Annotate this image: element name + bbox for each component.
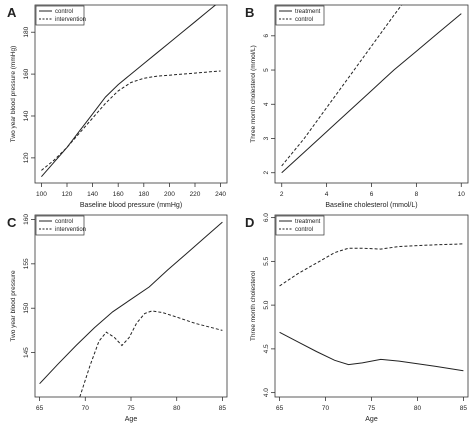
series-line-intervention <box>79 310 223 397</box>
y-tick-label: 155 <box>23 258 30 269</box>
series-line-control <box>39 221 223 385</box>
y-tick-label: 4 <box>263 102 270 106</box>
y-tick-label: 5 <box>263 68 270 72</box>
plot-frame <box>34 4 228 184</box>
panel-letter: A <box>7 5 17 20</box>
y-tick-label: 145 <box>23 347 30 358</box>
plot-frame <box>274 214 469 398</box>
legend-label-control: control <box>55 219 73 225</box>
panel-letter: D <box>245 215 254 230</box>
legend-label-control: control <box>295 17 313 23</box>
legend-label-treatment: treatment <box>295 9 321 15</box>
panel-d: D 65 70 75 80 85 4.0 4.5 5.0 5.5 6.0 Age Three month… <box>245 213 469 423</box>
y-tick-label: 4.0 <box>263 388 270 397</box>
y-axis-label: Two year blood pressure (mmHg) <box>10 46 17 142</box>
x-tick-label: 70 <box>82 405 90 412</box>
x-tick-label: 220 <box>190 191 201 198</box>
panel-a: A 100 120 140 160 180 200 220 240 120 140 160 180 Bas… <box>7 4 228 209</box>
legend-label-treatment: treatment <box>295 219 321 225</box>
x-axis-label: Baseline cholesterol (mmol/L) <box>325 202 417 209</box>
series-line-control <box>279 243 464 287</box>
plot-frame <box>34 214 228 398</box>
y-tick-label: 180 <box>23 26 30 37</box>
x-tick-label: 65 <box>276 405 284 412</box>
x-tick-label: 75 <box>368 405 376 412</box>
y-tick-label: 150 <box>23 302 30 313</box>
y-tick-label: 4.5 <box>263 344 270 353</box>
x-tick-label: 140 <box>87 191 98 198</box>
series-line-intervention <box>41 70 221 171</box>
x-tick-label: 100 <box>36 191 47 198</box>
x-tick-label: 85 <box>219 405 227 412</box>
x-axis-label: Age <box>125 416 138 423</box>
x-tick-label: 85 <box>460 405 468 412</box>
x-tick-label: 4 <box>325 191 329 198</box>
x-axis-label: Baseline blood pressure (mmHg) <box>80 202 182 209</box>
series-line-treatment <box>281 13 462 174</box>
x-tick-label: 2 <box>280 191 284 198</box>
y-tick-label: 5.5 <box>263 256 270 265</box>
x-tick-label: 200 <box>164 191 175 198</box>
x-tick-label: 160 <box>113 191 124 198</box>
panel-b: B 2 4 6 8 10 2 3 4 5 6 Baseline cholesterol (mmol/L… <box>245 4 469 209</box>
y-tick-label: 3 <box>263 136 270 140</box>
y-tick-label: 160 <box>23 214 30 225</box>
x-tick-label: 75 <box>127 405 135 412</box>
legend-label-control: control <box>55 9 73 15</box>
y-tick-label: 6 <box>263 34 270 38</box>
y-tick-label: 2 <box>263 171 270 175</box>
y-tick-label: 140 <box>23 110 30 121</box>
x-tick-label: 70 <box>322 405 330 412</box>
x-tick-label: 180 <box>138 191 149 198</box>
y-axis-label: Three month cholesterol (mmol/L) <box>250 45 257 143</box>
series-line-treatment <box>279 331 464 372</box>
legend-label-control: control <box>295 227 313 233</box>
panel-letter: B <box>245 5 254 20</box>
x-tick-label: 6 <box>370 191 374 198</box>
x-tick-label: 8 <box>415 191 419 198</box>
x-axis-label: Age <box>365 416 378 423</box>
x-tick-label: 80 <box>173 405 181 412</box>
series-line-control <box>281 5 403 167</box>
y-tick-label: 6.0 <box>263 213 270 222</box>
x-tick-label: 10 <box>458 191 466 198</box>
y-tick-label: 160 <box>23 68 30 79</box>
x-tick-label: 65 <box>36 405 44 412</box>
x-tick-label: 80 <box>414 405 422 412</box>
y-tick-label: 5.0 <box>263 300 270 309</box>
y-axis-label: Three month cholesterol <box>250 270 257 341</box>
x-tick-label: 240 <box>215 191 226 198</box>
y-axis-label: Two year blood pressure <box>10 270 17 342</box>
legend-label-intervention: intervention <box>55 227 86 233</box>
series-line-control <box>41 5 217 178</box>
panel-c: C 65 70 75 80 85 145 150 155 160 Age Two year blood… <box>7 214 228 423</box>
y-tick-label: 120 <box>23 152 30 163</box>
x-tick-label: 120 <box>62 191 73 198</box>
legend-label-intervention: intervention <box>55 17 86 23</box>
panel-letter: C <box>7 215 17 230</box>
